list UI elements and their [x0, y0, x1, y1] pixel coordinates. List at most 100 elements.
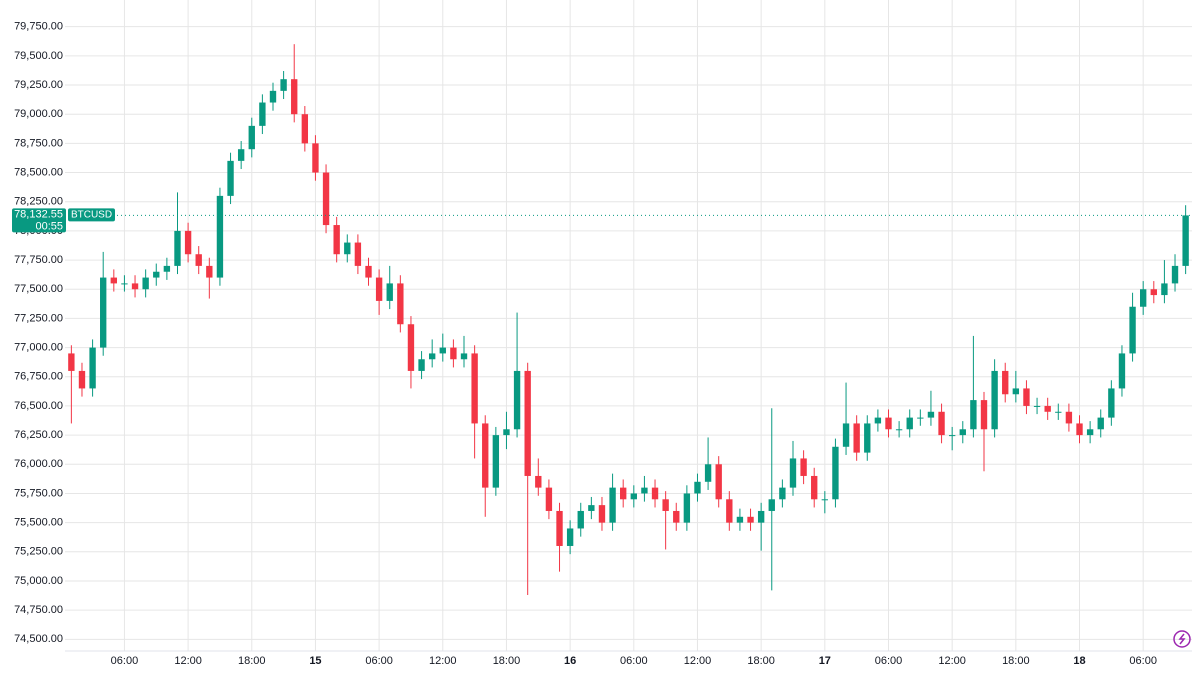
y-tick-label: 78,250.00 — [14, 196, 63, 208]
candle-body — [789, 458, 797, 488]
candle-body — [991, 370, 998, 430]
candle-body — [354, 242, 362, 266]
candle-body — [1161, 283, 1168, 296]
candle-body — [365, 265, 372, 278]
y-tick-label: 76,500.00 — [14, 400, 63, 412]
grid — [65, 0, 1192, 652]
x-tick-label: 12:00 — [429, 655, 457, 667]
candle-body — [545, 487, 553, 511]
candle-body — [450, 347, 457, 360]
candle-body — [237, 149, 245, 161]
candle-body — [227, 160, 234, 196]
candle-body — [206, 265, 213, 278]
x-tick-label: 18:00 — [747, 655, 775, 667]
candle-body — [513, 370, 521, 430]
symbol-label: BTCUSD — [71, 210, 112, 221]
candle-body — [1097, 417, 1104, 430]
labels: 74,500.00 74,750.00 75,000.00 75,250.00 75,5… — [12, 21, 1157, 667]
candle-body — [864, 423, 871, 453]
x-tick-label: 18 — [1073, 655, 1085, 667]
candle-body — [694, 481, 701, 494]
candle-body — [291, 79, 298, 115]
x-tick-label: 12:00 — [174, 655, 202, 667]
candle-body — [248, 125, 255, 150]
candle-body — [280, 79, 287, 91]
candle-body — [874, 417, 882, 424]
icon-bolt — [1178, 633, 1186, 645]
candle-body — [153, 271, 160, 278]
x-tick-label: 06:00 — [875, 655, 903, 667]
candle-body — [927, 411, 935, 418]
candle-body — [1182, 215, 1189, 266]
candle-body — [89, 347, 96, 389]
candle-body — [482, 423, 489, 488]
candle-body — [673, 510, 680, 523]
candle-body — [757, 510, 765, 523]
candle-body — [620, 487, 627, 500]
y-tick-label: 79,750.00 — [14, 21, 63, 33]
candle-body — [948, 435, 956, 437]
x-tick-label: 12:00 — [684, 655, 712, 667]
candle-body — [970, 400, 977, 430]
x-tick-label: 18:00 — [493, 655, 521, 667]
candle-body — [577, 510, 584, 529]
candle-body — [142, 277, 149, 290]
candle-body — [1065, 411, 1073, 424]
candle-body — [163, 265, 171, 272]
candle-body — [598, 505, 606, 523]
x-tick-label: 17 — [819, 655, 831, 667]
candle-body — [418, 359, 425, 371]
y-tick-label: 77,250.00 — [14, 312, 63, 324]
candle-body — [1129, 306, 1136, 354]
countdown-label: 00:55 — [35, 220, 63, 232]
y-tick-label: 78,500.00 — [14, 166, 63, 178]
candle-body — [471, 353, 478, 424]
candle-body — [736, 516, 744, 523]
candle-body — [195, 254, 202, 266]
candle-body — [375, 277, 383, 301]
y-tick-label: 74,750.00 — [14, 604, 63, 616]
candle-body — [1140, 289, 1147, 307]
x-tick-label: 12:00 — [938, 655, 966, 667]
candle-body — [609, 487, 616, 523]
candle-body — [662, 499, 669, 511]
candle-body — [439, 347, 446, 354]
candle-body — [407, 324, 415, 371]
candle-body — [747, 516, 754, 523]
candle-body — [1044, 405, 1051, 412]
y-tick-label: 77,000.00 — [14, 341, 63, 353]
x-tick-label: 06:00 — [620, 655, 648, 667]
candle-body — [821, 499, 829, 501]
symbol-tag — [68, 208, 115, 222]
candle-body — [651, 487, 659, 500]
y-tick-label: 78,750.00 — [14, 137, 63, 149]
candle-body — [269, 90, 277, 103]
y-tick-label: 79,250.00 — [14, 79, 63, 91]
candle-body — [1023, 388, 1030, 406]
candle-body — [344, 242, 351, 255]
candle-body — [811, 475, 818, 500]
x-tick-label: 16 — [564, 655, 576, 667]
candle-body — [906, 417, 913, 430]
candle-body — [938, 411, 945, 436]
candle-body — [78, 370, 86, 389]
candle-body — [566, 528, 574, 546]
candle-body — [959, 429, 966, 436]
candle-body — [704, 464, 712, 482]
candle-body — [895, 429, 903, 431]
y-tick-label: 75,250.00 — [14, 546, 63, 558]
y-tick-label: 79,500.00 — [14, 50, 63, 62]
y-tick-label: 79,000.00 — [14, 108, 63, 120]
y-tick-label: 76,250.00 — [14, 429, 63, 441]
y-tick-label: 76,000.00 — [14, 458, 63, 470]
candle-body — [917, 417, 924, 419]
candle-body — [110, 277, 117, 284]
candle-body — [131, 283, 139, 290]
candle-body — [460, 353, 468, 360]
candle-body — [1108, 388, 1115, 418]
replay-icon[interactable] — [1173, 630, 1191, 648]
candle-body — [1118, 353, 1126, 389]
candle-body — [768, 499, 775, 511]
